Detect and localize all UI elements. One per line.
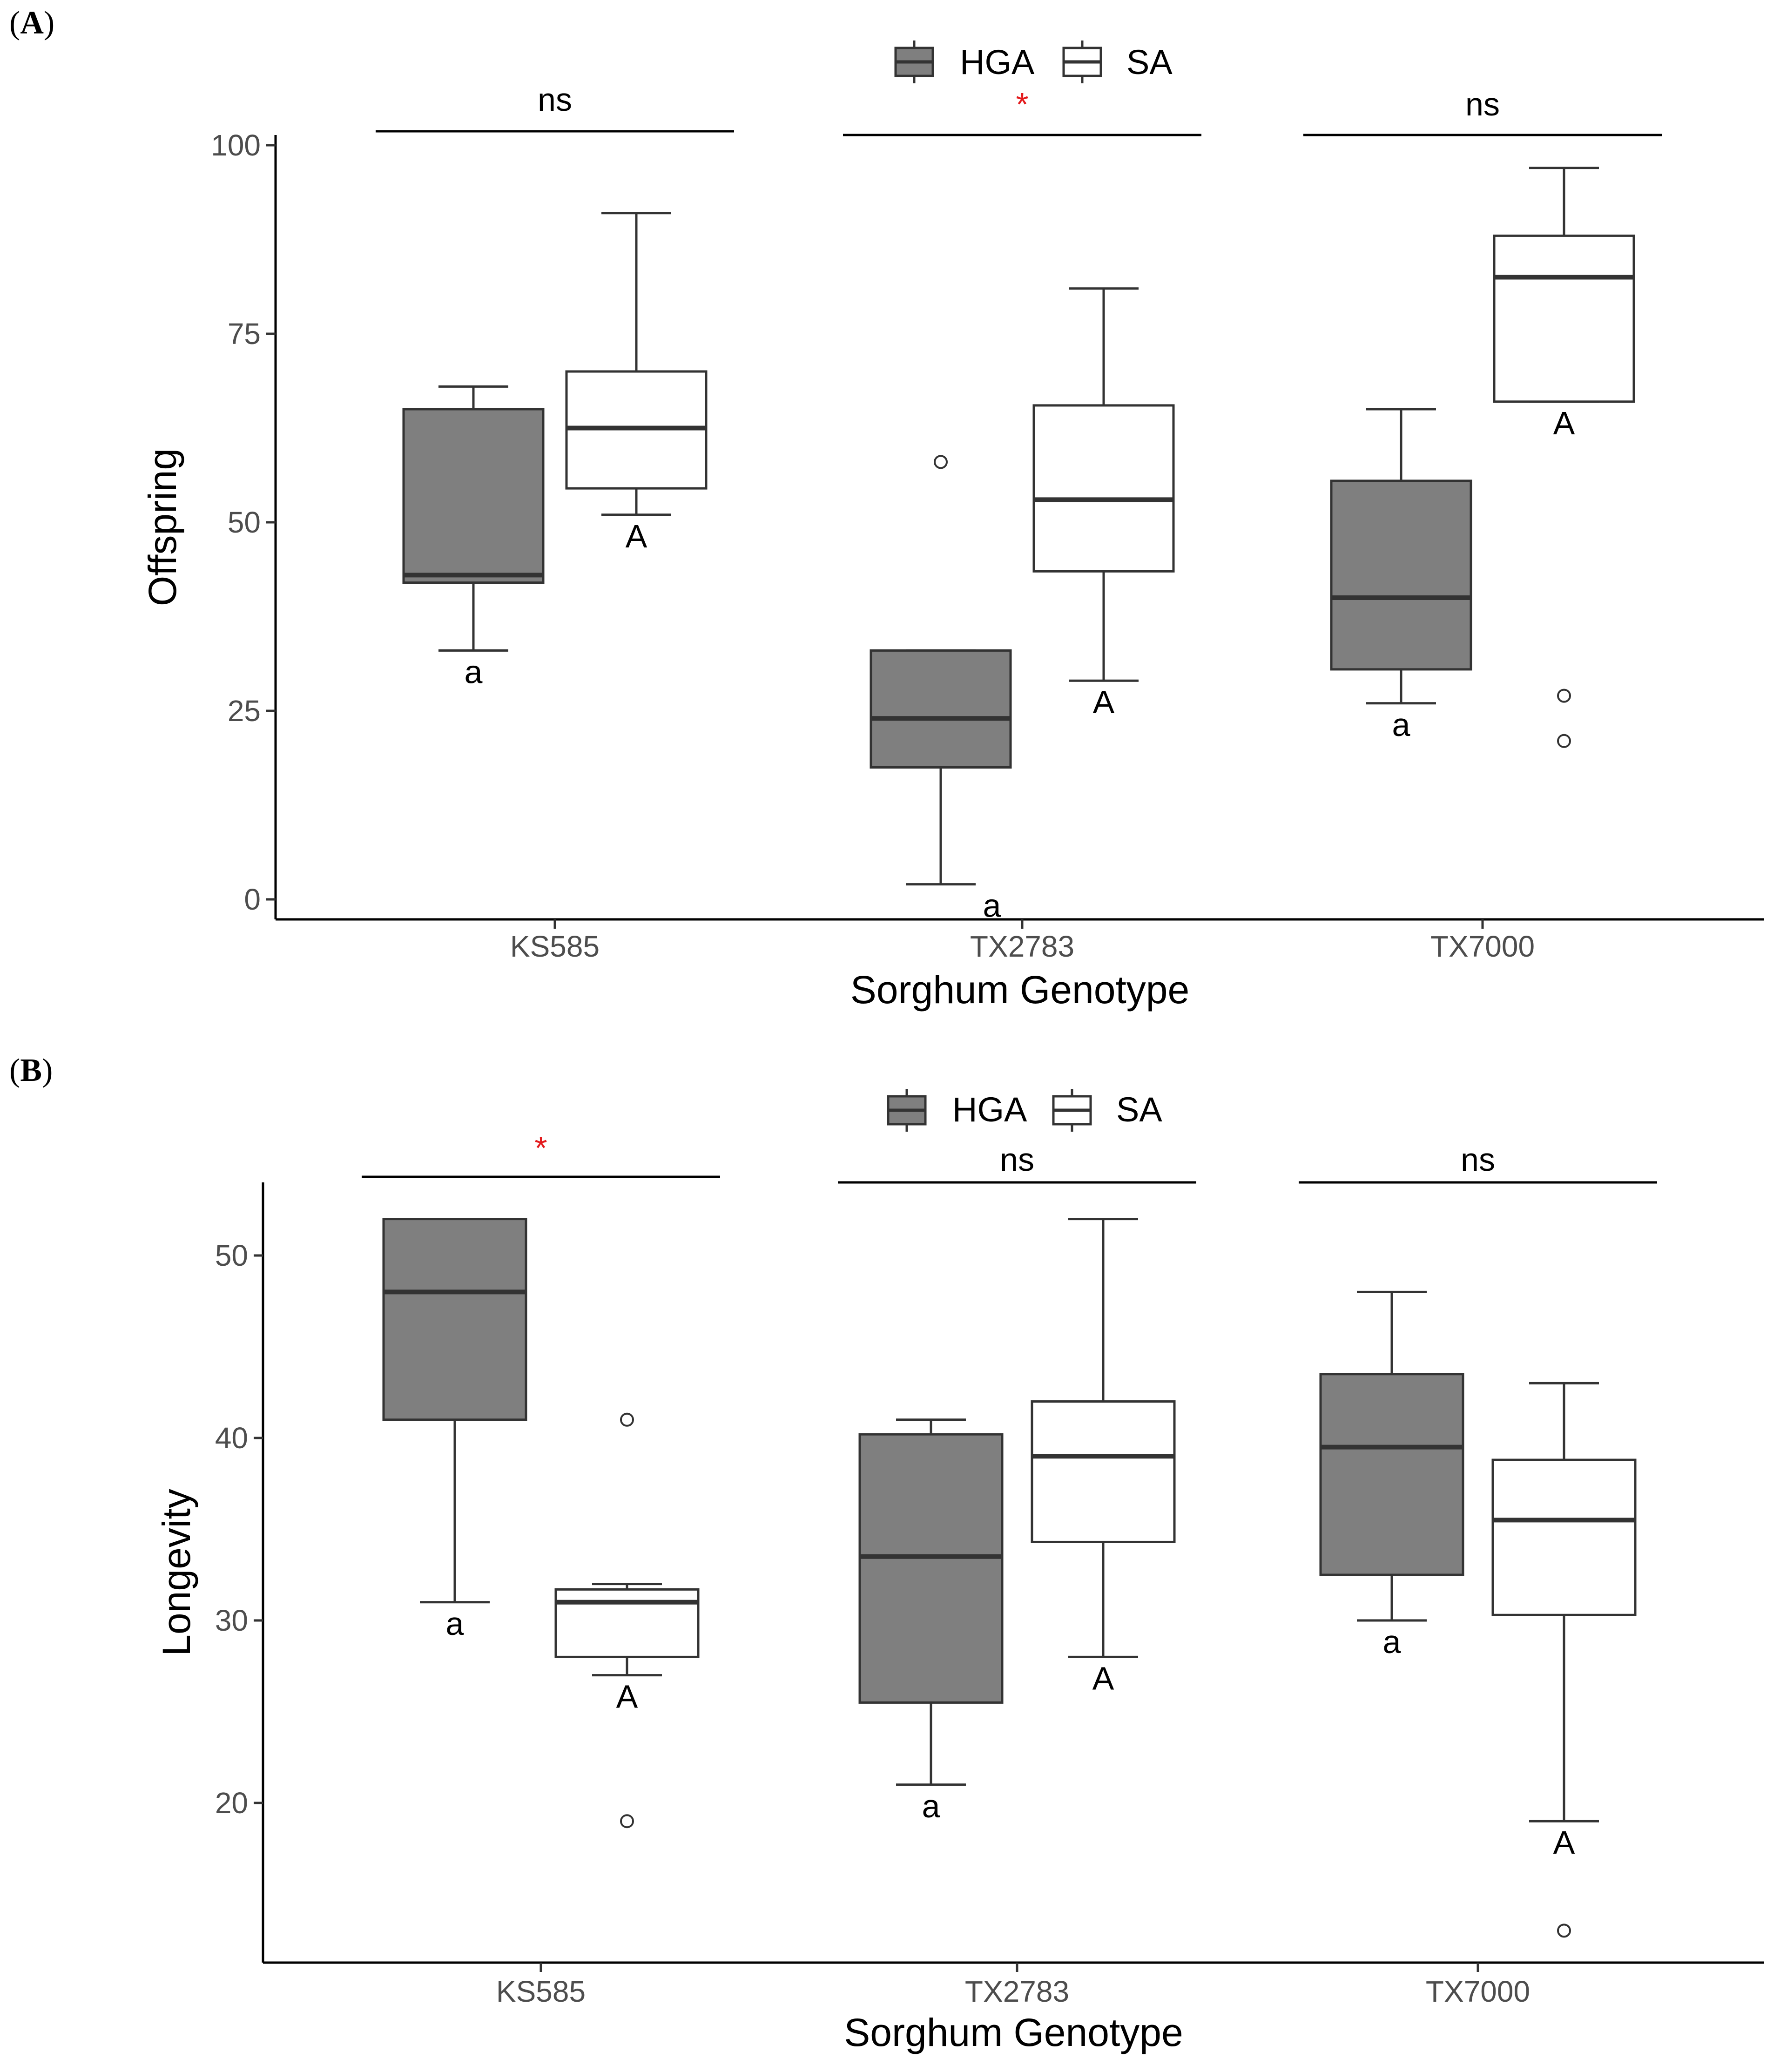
iqr-box [382, 1218, 527, 1421]
panel-a-tag: A [20, 5, 44, 41]
outlier-point [1557, 688, 1571, 703]
group-letter: a [983, 888, 1001, 924]
iqr-box [1319, 1373, 1464, 1576]
box-sa-ks585: A [565, 212, 708, 554]
panel-b: (B) HGA SA 20 30 40 50 KS585 TX2783 TX7000 Sorg… [9, 1053, 1764, 2054]
significance-label: ns [1461, 1141, 1495, 1178]
box-sa-tx7000: A [1493, 167, 1635, 748]
iqr-box [402, 408, 545, 584]
panel-b-tag: B [20, 1053, 42, 1088]
x-tick-label: TX2783 [970, 930, 1074, 963]
iqr-box [1032, 404, 1175, 573]
y-tick-label: 40 [215, 1421, 248, 1455]
significance-label: * [534, 1130, 547, 1166]
group-letter: a [446, 1606, 464, 1642]
outlier-point [620, 1412, 634, 1427]
group-letter: A [1553, 405, 1575, 441]
y-tick-label: 0 [244, 883, 261, 916]
outlier-point [934, 455, 948, 469]
legend-hga-label: HGA [960, 43, 1035, 81]
x-tick-label: KS585 [510, 930, 600, 963]
group-letter: A [626, 518, 647, 554]
significance-label: ns [538, 81, 572, 118]
group-letter: A [1092, 1660, 1114, 1696]
x-tick-label: TX2783 [965, 1975, 1069, 2008]
x-axis-title: Sorghum Genotype [850, 968, 1189, 1012]
y-axis-title: Offspring [141, 448, 184, 606]
iqr-box [554, 1588, 700, 1658]
outlier-point [1557, 1924, 1571, 1938]
box-hga-tx2783: a [858, 1418, 1004, 1824]
box-hga-ks585: a [402, 385, 545, 690]
box-hga-ks585: a [382, 1218, 527, 1642]
box-sa-tx2783: A [1032, 287, 1175, 720]
y-tick-label: 75 [228, 317, 261, 351]
x-tick-label: KS585 [496, 1975, 586, 2008]
legend-hga-label: HGA [952, 1090, 1027, 1129]
iqr-box [1031, 1400, 1176, 1543]
iqr-box [1493, 234, 1635, 403]
y-tick-label: 100 [211, 128, 261, 162]
y-tick-label: 25 [228, 694, 261, 728]
significance-label: ns [1465, 86, 1500, 122]
legend-hga-key [887, 1089, 927, 1132]
legend-sa-key [1062, 40, 1102, 83]
box-hga-tx7000: a [1319, 1290, 1464, 1660]
box-hga-tx2783: a [870, 455, 1012, 924]
significance-label: * [1016, 86, 1028, 122]
box-sa-tx7000: A [1491, 1382, 1637, 1938]
x-axis-title: Sorghum Genotype [844, 2011, 1183, 2054]
panel-a-tag-label: (A) [9, 5, 54, 41]
panel-b-tag-label: (B) [9, 1053, 53, 1088]
x-tick-label: TX7000 [1430, 930, 1535, 963]
y-tick-label: 50 [215, 1239, 248, 1272]
panel-a-plot: 0 25 50 75 100 KS585 TX2783 TX7000 Sorghum Genot… [141, 81, 1764, 1012]
panel-a: (A) HGA SA 0 25 50 75 100 KS585 TX2783 TX7000 So… [9, 5, 1764, 1012]
legend-hga-key [894, 40, 934, 83]
iqr-box [1330, 479, 1472, 671]
y-axis-title: Longevity [155, 1489, 198, 1656]
x-tick-label: TX7000 [1426, 1975, 1530, 2008]
panel-b-legend: HGA SA [887, 1089, 1162, 1132]
legend-sa-label: SA [1126, 43, 1173, 81]
y-tick-label: 30 [215, 1604, 248, 1637]
group-letter: a [1392, 707, 1410, 743]
group-letter: A [616, 1679, 638, 1715]
group-letter: a [1383, 1624, 1401, 1660]
outlier-point [1557, 734, 1571, 748]
group-letter: a [465, 654, 483, 690]
box-sa-tx2783: A [1031, 1218, 1176, 1696]
panel-b-plot: 20 30 40 50 KS585 TX2783 TX7000 Sorghum Genotyp… [155, 1130, 1764, 2054]
outlier-point [620, 1814, 634, 1829]
group-letter: A [1093, 684, 1115, 720]
iqr-box [870, 649, 1012, 769]
significance-label: ns [1000, 1141, 1034, 1178]
legend-sa-key [1052, 1089, 1092, 1132]
iqr-box [858, 1433, 1004, 1704]
y-tick-label: 20 [215, 1786, 248, 1820]
group-letter: a [922, 1788, 940, 1824]
group-letter: A [1553, 1824, 1575, 1861]
legend-sa-label: SA [1116, 1090, 1162, 1129]
y-tick-label: 50 [228, 506, 261, 539]
box-hga-tx7000: a [1330, 408, 1472, 743]
box-sa-ks585: A [554, 1412, 700, 1829]
iqr-box [1491, 1458, 1637, 1616]
panel-a-legend: HGA SA [894, 40, 1173, 83]
